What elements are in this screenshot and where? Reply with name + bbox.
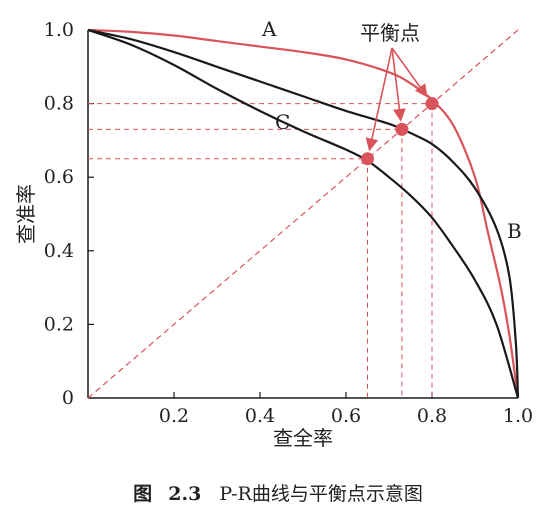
y-axis-label: 查准率: [14, 184, 38, 244]
y-tick-label: 0.4: [44, 240, 74, 262]
break-even-annotation: 平衡点: [360, 21, 420, 45]
curve-label-a: A: [261, 17, 277, 41]
caption-figure-label: 图: [133, 483, 152, 505]
x-axis-label: 查全率: [273, 426, 333, 450]
curve-label-b: B: [507, 219, 522, 243]
annotation-arrow: [391, 47, 406, 122]
annotation-arrow: [365, 47, 393, 152]
y-tick-labels: 0 0.2 0.4 0.6 0.8 1.0: [44, 19, 94, 409]
y-tick-label: 1.0: [44, 19, 74, 41]
break-even-point: [425, 97, 439, 111]
caption-text: P-R曲线与平衡点示意图: [219, 483, 422, 505]
x-tick-label: 0.6: [331, 405, 361, 427]
annotation-arrow: [391, 47, 428, 98]
y-tick-label: 0: [62, 387, 74, 409]
break-even-reference-line: [87, 29, 519, 399]
y-tick-label: 0.6: [44, 166, 74, 188]
break-even-points: [361, 97, 439, 166]
x-tick-label: 0.8: [417, 405, 447, 427]
x-tick-label: 1.0: [503, 405, 533, 427]
break-even-guide-lines: [88, 103, 433, 398]
break-even-point: [395, 122, 409, 136]
curve-label-c: C: [275, 110, 290, 134]
caption-figure-number: 2.3: [168, 483, 201, 505]
x-tick-label: 0.4: [245, 405, 275, 427]
x-tick-labels: 0.2 0.4 0.6 0.8 1.0: [159, 392, 533, 427]
annotation-arrows: [365, 47, 428, 152]
break-even-point: [361, 152, 374, 166]
figure-caption: 图 2.3 P-R曲线与平衡点示意图: [133, 483, 423, 505]
curve-a: [87, 28, 520, 399]
plot-frame: [87, 30, 518, 399]
y-tick-label: 0.8: [44, 93, 74, 115]
x-tick-label: 0.2: [159, 405, 189, 427]
y-tick-label: 0.2: [44, 313, 74, 335]
